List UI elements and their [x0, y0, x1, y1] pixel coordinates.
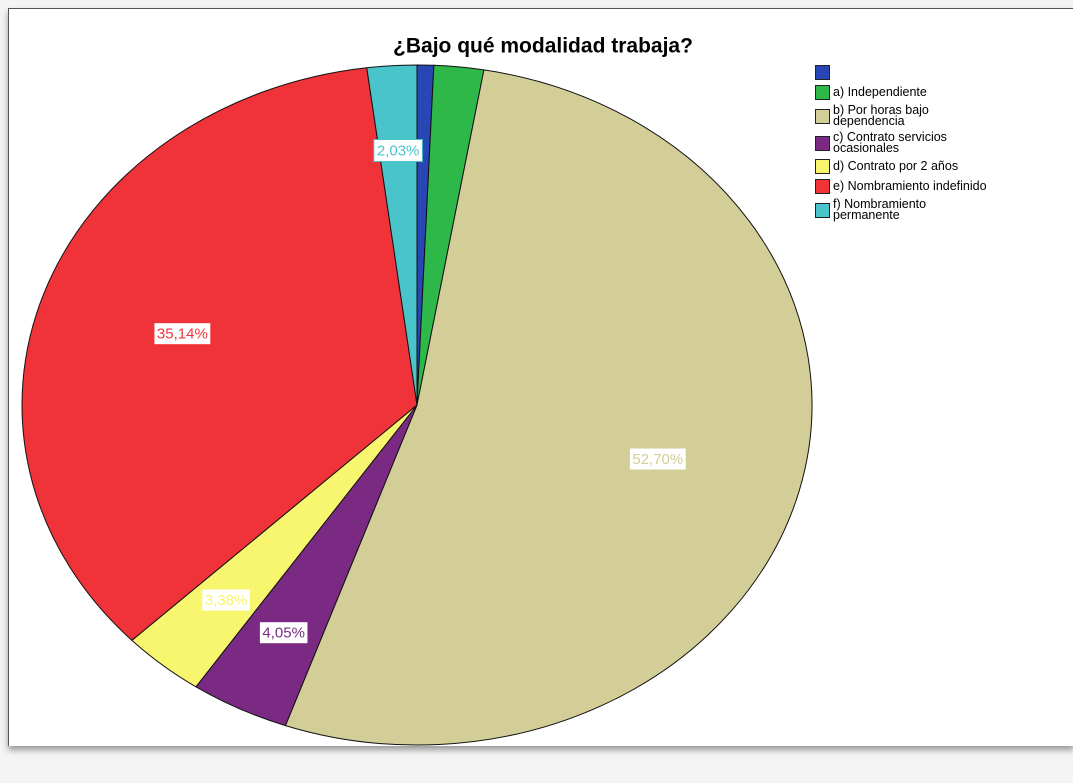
data-label: 52,70%: [628, 447, 687, 471]
legend-item: a) Independiente: [815, 85, 991, 100]
legend-item: f) Nombramiento permanente: [815, 197, 991, 222]
data-label-box: [628, 447, 687, 471]
legend-swatch: [815, 202, 830, 218]
data-label-text: 4,05%: [262, 625, 305, 642]
data-label-text: 2,03%: [377, 142, 420, 159]
legend: a) Independiente b) Por horas bajo depend…: [815, 65, 991, 226]
data-label: 35,14%: [153, 322, 212, 346]
legend-label: d) Contrato por 2 años: [833, 159, 959, 173]
legend-swatch: [815, 135, 830, 151]
data-label-box: [373, 139, 423, 163]
data-label-box: [201, 588, 251, 612]
data-label-text: 35,14%: [157, 326, 208, 343]
legend-swatch: [815, 85, 830, 100]
data-label: 4,05%: [258, 621, 309, 645]
legend-swatch: [815, 65, 830, 80]
legend-label: a) Independiente: [833, 85, 927, 99]
chart-title: ¿Bajo qué modalidad trabaja?: [393, 35, 693, 58]
legend-label: c) Contrato servicios ocasionales: [833, 130, 947, 155]
data-label-box: [258, 621, 309, 645]
legend-item: [815, 65, 991, 80]
legend-label: b) Por horas bajo dependencia: [833, 103, 929, 128]
legend-item: d) Contrato por 2 años: [815, 159, 991, 174]
legend-item: c) Contrato servicios ocasionales: [815, 130, 991, 155]
data-label: 3,38%: [201, 588, 251, 612]
data-label-text: 3,38%: [205, 592, 248, 609]
data-label-box: [153, 322, 212, 346]
legend-swatch: [815, 179, 830, 194]
legend-item: e) Nombramiento indefinido: [815, 179, 991, 194]
legend-label: e) Nombramiento indefinido: [833, 179, 987, 193]
pie-slice: [284, 69, 813, 746]
legend-swatch: [815, 108, 830, 124]
data-label-text: 52,70%: [632, 451, 683, 468]
legend-item: b) Por horas bajo dependencia: [815, 103, 991, 128]
legend-label: f) Nombramiento permanente: [833, 197, 927, 222]
pie-slice: [21, 67, 418, 641]
legend-swatch: [815, 159, 830, 174]
data-label: 2,03%: [373, 139, 423, 163]
